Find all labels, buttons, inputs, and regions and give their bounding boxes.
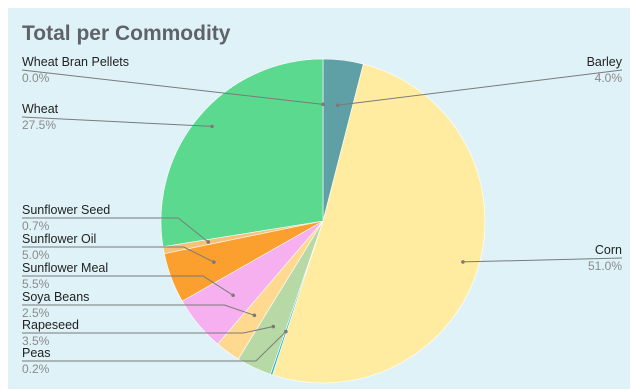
chart-frame: Total per Commodity Barley 4.0% Corn 51.0% P… — [8, 8, 630, 389]
chart-title: Total per Commodity — [22, 22, 231, 45]
leader-line-peas — [22, 331, 287, 362]
slice-label-sunflower-oil: Sunflower Oil — [22, 232, 96, 246]
leader-line-rapeseed — [22, 326, 274, 334]
slice-label-wheat: Wheat — [22, 102, 59, 116]
leader-dot-sunflower-seed — [206, 240, 211, 244]
leader-dot-barley — [335, 103, 340, 108]
slice-label-rapeseed: Rapeseed — [22, 318, 79, 332]
slice-percent-sunflower-oil: 5.0% — [22, 248, 50, 262]
slice-percent-peas: 0.2% — [22, 362, 50, 376]
leader-dot-peas — [284, 329, 288, 334]
leader-dot-wheat — [210, 124, 214, 129]
slice-label-sunflower-meal: Sunflower Meal — [22, 261, 108, 275]
leader-dot-sunflower-meal — [231, 293, 235, 298]
leader-line-corn — [462, 257, 623, 263]
slice-percent-barley: 4.0% — [595, 71, 623, 85]
slice-percent-soya-beans: 2.5% — [22, 306, 50, 320]
slice-percent-wheat-bran-pellets: 0.0% — [22, 71, 50, 85]
slice-percent-sunflower-meal: 5.5% — [22, 277, 50, 291]
pie-slice-corn — [272, 63, 486, 384]
leader-dot-corn — [461, 260, 465, 264]
slice-label-barley: Barley — [587, 55, 623, 69]
slice-percent-wheat: 27.5% — [22, 118, 56, 132]
pie-chart: Barley 4.0% Corn 51.0% Peas 0.2% Rapeseed 3.5% S… — [21, 55, 623, 384]
pie-slice-wheat — [160, 58, 324, 247]
slice-label-sunflower-seed: Sunflower Seed — [22, 203, 110, 217]
leader-dot-wheat-bran-pellets — [321, 102, 325, 107]
slice-percent-corn: 51.0% — [588, 259, 622, 273]
slice-label-wheat-bran-pellets: Wheat Bran Pellets — [22, 55, 129, 69]
leader-line-soya-beans — [22, 304, 255, 316]
leader-dot-soya-beans — [252, 313, 257, 318]
leader-line-sunflower-seed — [22, 217, 209, 243]
leader-dot-rapeseed — [271, 324, 276, 329]
leader-line-barley — [337, 69, 623, 106]
slice-label-corn: Corn — [595, 243, 622, 257]
slice-label-soya-beans: Soya Beans — [22, 290, 89, 304]
leader-line-wheat-bran-pellets — [21, 69, 324, 105]
leader-line-sunflower-oil — [22, 246, 215, 263]
slice-percent-sunflower-seed: 0.7% — [22, 219, 50, 233]
slice-percent-rapeseed: 3.5% — [22, 334, 50, 348]
leader-line-sunflower-meal — [22, 275, 234, 296]
leader-line-wheat — [21, 116, 213, 127]
leader-dot-sunflower-oil — [212, 260, 216, 264]
slice-label-peas: Peas — [22, 346, 51, 360]
